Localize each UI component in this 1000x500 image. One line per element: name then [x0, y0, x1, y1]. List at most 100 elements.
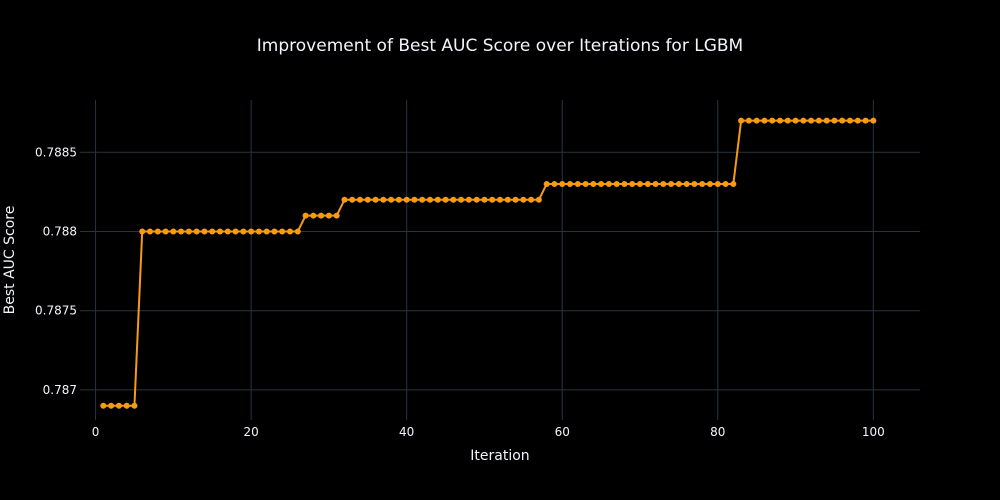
- data-point: [333, 212, 340, 219]
- vertical-gridlines: [95, 100, 874, 420]
- data-point: [294, 228, 301, 235]
- data-point: [621, 180, 628, 187]
- data-point: [185, 228, 192, 235]
- data-point: [683, 180, 690, 187]
- data-point: [745, 117, 752, 124]
- data-point: [644, 180, 651, 187]
- data-point: [815, 117, 822, 124]
- data-point: [567, 180, 573, 187]
- x-axis-ticks: 0 20 40 60 80 100: [92, 425, 885, 439]
- data-point: [512, 196, 519, 203]
- x-tick-label: 0: [92, 425, 100, 439]
- series-line: [103, 119, 874, 407]
- data-point: [520, 196, 527, 203]
- data-point: [450, 196, 457, 203]
- data-point: [325, 212, 332, 219]
- x-tick-label: 20: [243, 425, 258, 439]
- data-point: [854, 117, 861, 124]
- data-point: [341, 196, 348, 203]
- data-point: [847, 117, 853, 124]
- data-point: [497, 196, 503, 203]
- data-point: [699, 180, 706, 187]
- data-point: [427, 196, 433, 203]
- data-point: [395, 196, 402, 203]
- data-point: [380, 196, 387, 203]
- data-point: [574, 180, 581, 187]
- data-point: [357, 196, 363, 203]
- data-point: [668, 180, 675, 187]
- data-point: [722, 180, 729, 187]
- data-point: [652, 180, 659, 187]
- x-tick-label: 40: [399, 425, 414, 439]
- data-point: [318, 212, 325, 219]
- data-point: [590, 180, 597, 187]
- data-point: [255, 228, 262, 235]
- x-tick-label: 60: [555, 425, 570, 439]
- data-point: [372, 196, 379, 203]
- data-point: [551, 180, 558, 187]
- data-point: [287, 228, 293, 235]
- data-point: [419, 196, 426, 203]
- y-tick-label: 0.788: [43, 224, 77, 238]
- data-point: [364, 196, 371, 203]
- data-point: [753, 117, 760, 124]
- data-point: [302, 212, 309, 219]
- data-point: [178, 228, 185, 235]
- data-point: [139, 228, 146, 235]
- x-tick-label: 80: [710, 425, 725, 439]
- data-point: [162, 228, 169, 235]
- data-point: [115, 402, 122, 409]
- data-point: [100, 402, 107, 409]
- data-point: [605, 180, 612, 187]
- data-point: [582, 180, 589, 187]
- data-point: [217, 228, 223, 235]
- y-axis-title: Best AUC Score: [2, 206, 18, 315]
- data-point: [528, 196, 535, 203]
- data-point: [147, 228, 153, 235]
- data-point: [598, 180, 605, 187]
- data-point: [800, 117, 807, 124]
- data-point: [248, 228, 255, 235]
- data-point: [271, 228, 278, 235]
- data-point: [707, 180, 713, 187]
- data-point: [714, 180, 721, 187]
- y-tick-label: 0.7875: [35, 304, 77, 318]
- data-point: [808, 117, 815, 124]
- data-point: [263, 228, 270, 235]
- data-point: [769, 117, 776, 124]
- horizontal-gridlines: [80, 151, 920, 391]
- data-point: [209, 228, 216, 235]
- data-point: [823, 117, 830, 124]
- data-point: [535, 196, 542, 203]
- data-point: [660, 180, 667, 187]
- x-axis-title: Iteration: [470, 448, 529, 464]
- data-point: [154, 228, 161, 235]
- data-point: [349, 196, 356, 203]
- data-point: [613, 180, 620, 187]
- data-point: [131, 402, 138, 409]
- data-point: [543, 180, 550, 187]
- data-point: [388, 196, 395, 203]
- data-point: [489, 196, 496, 203]
- data-point: [279, 228, 286, 235]
- data-point: [458, 196, 465, 203]
- data-point: [403, 196, 410, 203]
- data-point: [559, 180, 566, 187]
- x-tick-label: 100: [862, 425, 885, 439]
- data-point: [232, 228, 239, 235]
- chart-title: Improvement of Best AUC Score over Itera…: [257, 36, 743, 56]
- data-point: [473, 196, 480, 203]
- series-layer: [100, 117, 877, 409]
- data-point: [637, 180, 643, 187]
- data-point: [481, 196, 488, 203]
- data-point: [839, 117, 846, 124]
- y-axis-ticks: 0.787 0.7875 0.788 0.7885: [35, 145, 77, 397]
- data-point: [777, 117, 783, 124]
- data-point: [310, 212, 317, 219]
- data-point: [730, 180, 737, 187]
- data-point: [193, 228, 200, 235]
- y-tick-label: 0.7885: [35, 145, 77, 159]
- data-point: [738, 117, 745, 124]
- data-point: [831, 117, 838, 124]
